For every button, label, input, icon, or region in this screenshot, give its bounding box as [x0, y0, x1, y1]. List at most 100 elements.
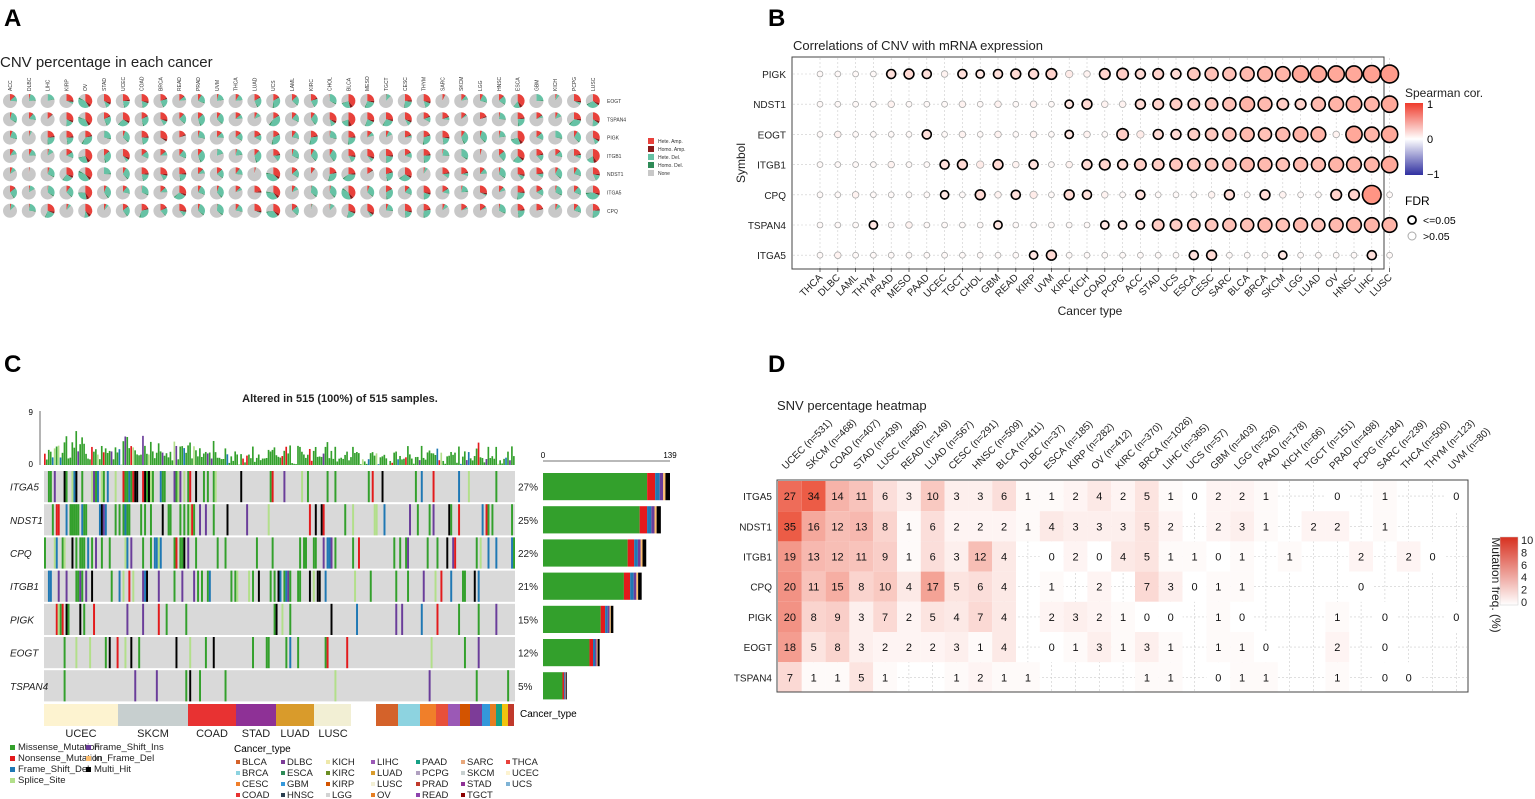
bubble-point [1226, 251, 1233, 259]
pie-slice [141, 136, 149, 138]
top-bar [497, 463, 499, 465]
pie-slice [404, 119, 412, 126]
bubble-point [1101, 131, 1109, 138]
pie-slice [292, 210, 298, 216]
pie-slice [473, 185, 486, 200]
pie-slice [548, 112, 563, 127]
pie-slice [536, 153, 544, 156]
pie-slice [40, 148, 55, 163]
heatmap-cell [1063, 511, 1088, 542]
bubble-point [1186, 218, 1201, 232]
pie-slice [66, 155, 74, 159]
pie-slice [442, 149, 450, 156]
mutation-cell [146, 570, 149, 602]
cell-value: 4 [1001, 612, 1007, 624]
pie-slice [461, 137, 466, 145]
panel-b-cancer-labels: THCADLBCLAMLTHYMPRADMESOPAADUCECTGCTCHOL… [798, 272, 1395, 301]
cell-value: 2 [953, 521, 959, 533]
row-label: PIGK [748, 613, 772, 624]
pie-slice [66, 137, 74, 145]
pie-slice [555, 112, 562, 120]
pie-slice [198, 130, 205, 138]
pie-slice [179, 96, 187, 101]
pie-slice [310, 192, 317, 198]
pie-slice [386, 174, 388, 182]
mutation-cell [155, 670, 158, 702]
pie-slice [160, 99, 168, 108]
ct-legend-label: THCA [512, 757, 539, 768]
top-bar [336, 461, 339, 465]
cell-value: 4 [1096, 491, 1102, 503]
bubble-point [1169, 157, 1183, 172]
pie-slice [536, 114, 543, 120]
heatmap-cell [944, 632, 969, 663]
cell-value: 0 [1144, 612, 1150, 624]
ct-legend-swatch [371, 760, 375, 764]
pie-slice [97, 167, 111, 182]
bubble-point [1048, 221, 1055, 229]
top-bar [210, 458, 213, 465]
pie-slice [386, 155, 393, 163]
heatmap-cell [1230, 511, 1254, 542]
pie-slice [254, 167, 257, 175]
pie-slice [342, 188, 349, 193]
pie-slice [309, 137, 311, 145]
mutation-cell [285, 637, 288, 669]
top-bar [493, 458, 496, 465]
pie-slice [10, 94, 15, 101]
pie-slice [141, 203, 148, 211]
pie-slice [66, 137, 69, 145]
pie-slice [555, 203, 558, 211]
pie-slice [235, 112, 241, 120]
pie-slice [179, 135, 186, 138]
pie-slice [397, 167, 405, 179]
cell-value: 2 [906, 642, 912, 654]
mutation-cell [320, 504, 323, 536]
pie-col-label: UCS [271, 80, 277, 91]
top-bar [281, 456, 284, 465]
pie-slice [536, 154, 544, 161]
top-bar [179, 446, 182, 465]
mutation-cell [179, 537, 182, 569]
pie-slice [555, 94, 557, 101]
pie-slice [567, 94, 580, 108]
bubble-point [1029, 100, 1038, 108]
pie-slice [28, 210, 36, 212]
mutation-cell [199, 670, 201, 702]
pie-slice [442, 116, 450, 120]
bubble-point [1064, 129, 1075, 140]
pie-slice [273, 96, 280, 101]
pie-slice [216, 113, 221, 120]
bubble-point [1154, 251, 1162, 259]
mutation-cell [106, 471, 109, 503]
pie-slice [480, 206, 487, 211]
pie-slice [216, 185, 224, 197]
bubble-point [974, 189, 986, 201]
pie-slice [271, 137, 274, 145]
side-bar-segment [593, 639, 596, 667]
ct-legend-swatch [236, 793, 240, 797]
mutation-cell [375, 504, 378, 536]
pie-slice [592, 174, 600, 181]
pie-slice [122, 148, 130, 158]
pie-slice [104, 155, 107, 163]
pie-slice [498, 118, 506, 120]
top-bar [346, 451, 348, 465]
pie-slice [329, 171, 337, 175]
mutation-cell [144, 570, 147, 602]
legend-swatch [648, 146, 654, 152]
top-bar [403, 458, 405, 465]
bubble-point [1188, 249, 1200, 261]
heatmap-cell [1063, 481, 1088, 512]
group-label: COAD [196, 728, 228, 740]
pie-slice [235, 94, 240, 101]
mutation-cell [157, 570, 160, 602]
cell-value: 1 [1168, 552, 1174, 564]
pie-slice [303, 130, 311, 145]
bubble-point [1170, 68, 1182, 80]
bubble-point [852, 70, 859, 78]
panel-d-colorbar [1499, 536, 1519, 606]
mutation-cell [212, 471, 215, 503]
bubble-point [1065, 69, 1074, 79]
